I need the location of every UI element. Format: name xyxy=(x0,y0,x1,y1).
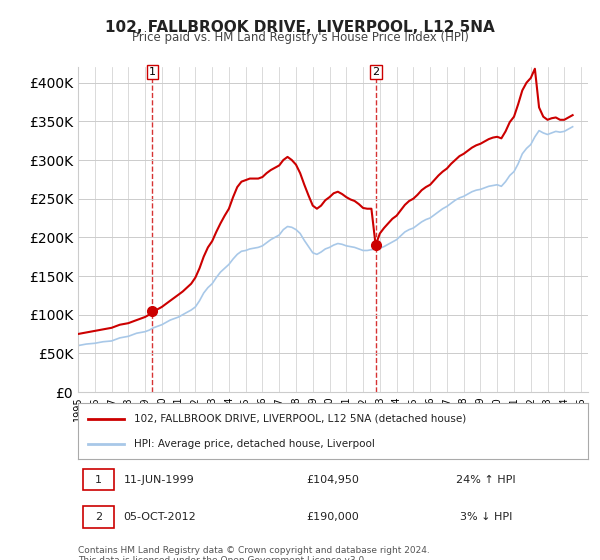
FancyBboxPatch shape xyxy=(83,506,114,528)
Text: Price paid vs. HM Land Registry's House Price Index (HPI): Price paid vs. HM Land Registry's House … xyxy=(131,31,469,44)
Text: 3% ↓ HPI: 3% ↓ HPI xyxy=(460,512,512,522)
Text: 05-OCT-2012: 05-OCT-2012 xyxy=(123,512,196,522)
Text: 2: 2 xyxy=(95,512,102,522)
Text: 102, FALLBROOK DRIVE, LIVERPOOL, L12 5NA: 102, FALLBROOK DRIVE, LIVERPOOL, L12 5NA xyxy=(105,20,495,35)
Text: HPI: Average price, detached house, Liverpool: HPI: Average price, detached house, Live… xyxy=(134,438,375,449)
Text: 11-JUN-1999: 11-JUN-1999 xyxy=(124,474,195,484)
Text: 102, FALLBROOK DRIVE, LIVERPOOL, L12 5NA (detached house): 102, FALLBROOK DRIVE, LIVERPOOL, L12 5NA… xyxy=(134,414,466,424)
Text: 1: 1 xyxy=(149,67,156,77)
Text: £190,000: £190,000 xyxy=(307,512,359,522)
Text: £104,950: £104,950 xyxy=(307,474,359,484)
Text: 1: 1 xyxy=(95,474,102,484)
FancyBboxPatch shape xyxy=(83,469,114,491)
Text: 24% ↑ HPI: 24% ↑ HPI xyxy=(456,474,516,484)
Text: 2: 2 xyxy=(372,67,379,77)
Text: Contains HM Land Registry data © Crown copyright and database right 2024.
This d: Contains HM Land Registry data © Crown c… xyxy=(78,546,430,560)
